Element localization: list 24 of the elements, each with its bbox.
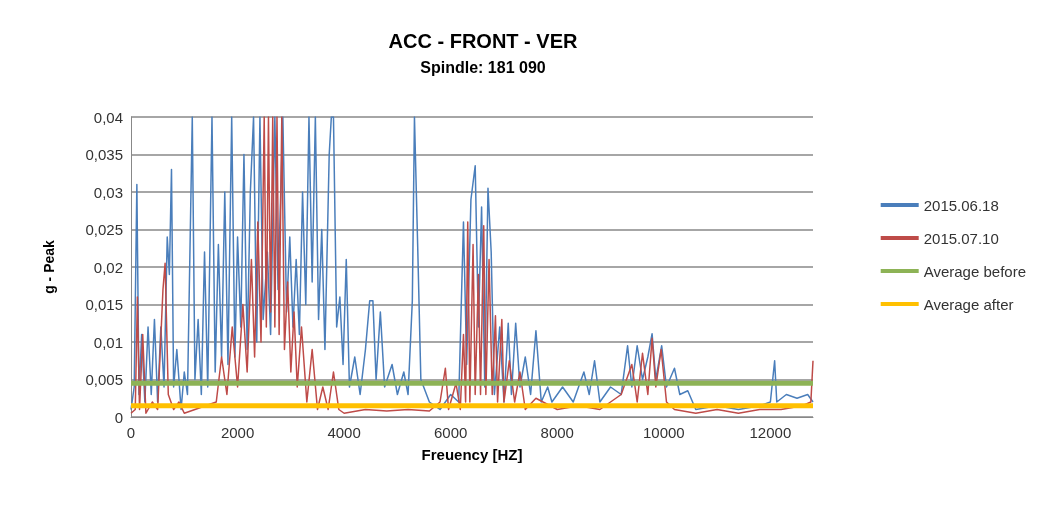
y-tick-label: 0,03 [93,183,123,201]
y-tick-label: 0,04 [93,108,123,126]
legend-label: 2015.07.10 [923,229,999,247]
y-tick-label: 0,015 [85,296,123,313]
y-tick-label: 0,02 [93,258,123,276]
x-tick-label: 0 [126,424,136,441]
legend-label: Average after [923,295,1014,313]
x-axis-title: Freuency [HZ] [421,446,523,463]
x-tick-label: 8000 [540,424,574,441]
legend-label: Average before [923,262,1027,280]
x-tick-label: 6000 [434,424,468,441]
chart-subtitle: Spindle: 181 090 [420,58,546,76]
y-tick-label: 0,01 [93,333,123,351]
y-tick-label: 0,025 [85,221,123,238]
y-tick-label: 0,005 [85,371,123,388]
x-tick-label: 12000 [749,424,792,441]
y-tick-label: 0 [114,408,123,426]
x-tick-label: 10000 [642,424,685,441]
y-axis-title: g - Peak [41,239,57,294]
x-tick-label: 4000 [327,424,361,441]
legend-label: 2015.06.18 [923,196,999,214]
y-tick-label: 0,035 [85,146,123,163]
x-tick-label: 2000 [220,424,255,441]
chart-title: ACC - FRONT - VER [388,30,578,52]
